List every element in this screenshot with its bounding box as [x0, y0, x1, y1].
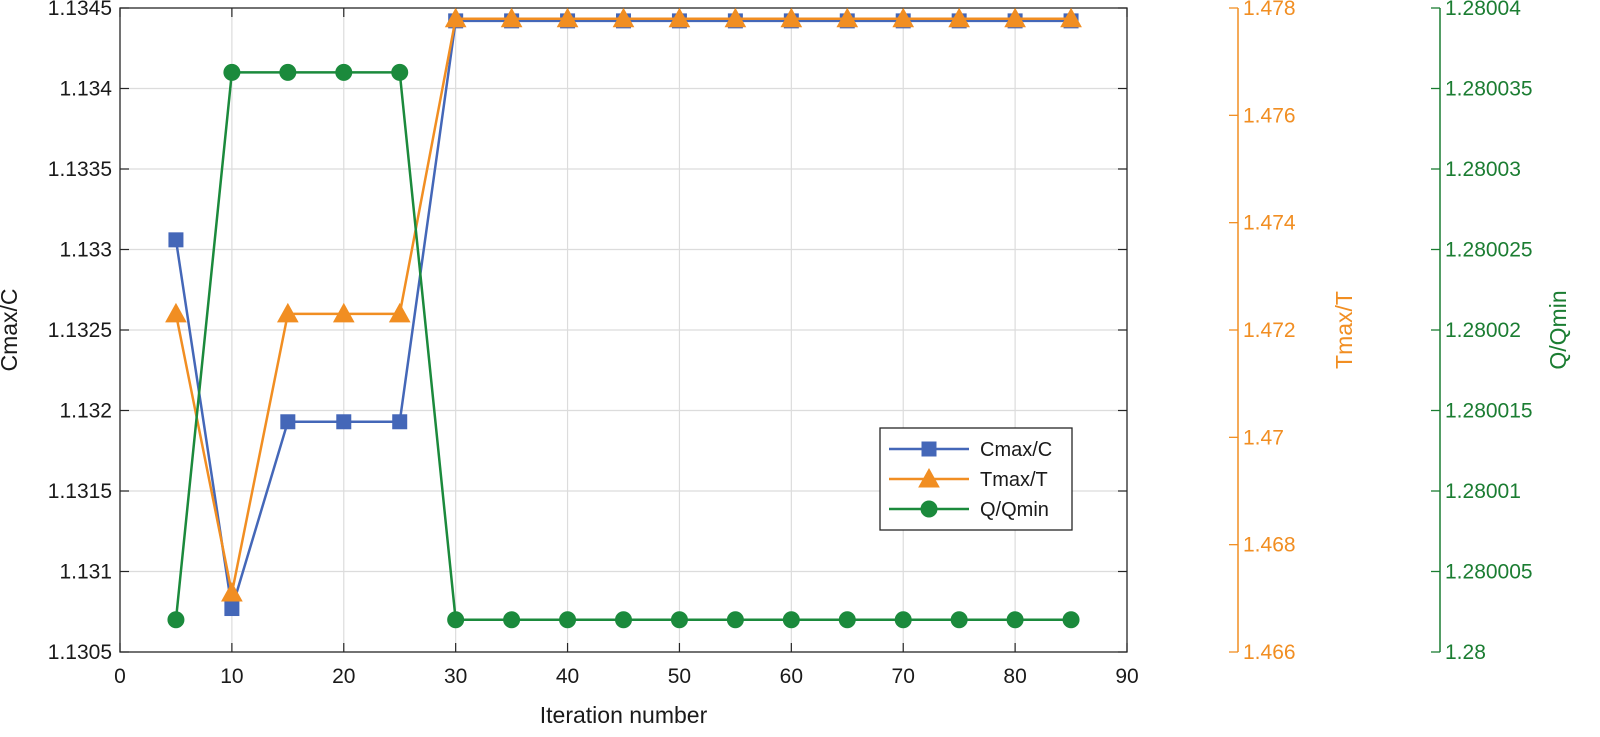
tmax-axis-tick-label: 1.472	[1243, 319, 1296, 342]
tmax-axis-tick-label: 1.478	[1243, 0, 1296, 20]
x-tick-label: 0	[114, 665, 126, 688]
data-point	[336, 414, 352, 430]
data-point	[1062, 611, 1080, 629]
qmin-axis-tick-label: 1.28001	[1445, 480, 1521, 503]
data-point	[780, 7, 803, 28]
series-layer	[165, 7, 1082, 629]
x-tick-label: 30	[444, 665, 467, 688]
tmax-axis-tick-label: 1.47	[1243, 426, 1284, 449]
data-point	[615, 611, 632, 629]
left-tick-label: 1.1315	[48, 480, 112, 503]
left-tick-label: 1.131	[59, 561, 112, 584]
legend-label: Tmax/T	[980, 469, 1048, 491]
data-point	[1060, 7, 1082, 28]
left-tick-label: 1.133	[59, 239, 112, 262]
x-tick-label: 60	[780, 665, 803, 688]
series-q-qmin	[167, 63, 1080, 629]
data-point	[335, 63, 353, 81]
data-point	[388, 302, 411, 323]
data-point	[392, 414, 408, 430]
legend-entry: Cmax/C	[889, 439, 1052, 461]
data-point	[950, 611, 968, 629]
series-tmax-t	[165, 7, 1082, 602]
legend-marker	[921, 441, 937, 457]
x-tick-label: 10	[220, 665, 243, 688]
qmin-axis-tick-label: 1.280015	[1445, 400, 1533, 423]
data-point	[224, 601, 240, 617]
qmin-axis-tick-label: 1.28003	[1445, 158, 1521, 181]
left-tick-label: 1.1325	[48, 319, 112, 342]
x-axis-title: Iteration number	[540, 702, 708, 728]
data-point	[332, 302, 355, 323]
tmax-axis-tick-label: 1.466	[1243, 641, 1296, 664]
legend-marker	[918, 467, 940, 488]
data-point	[167, 611, 185, 629]
data-point	[447, 611, 465, 629]
qmin-axis-tick-label: 1.28004	[1445, 0, 1521, 20]
data-point	[168, 232, 184, 248]
left-axis-title: Cmax/C	[0, 288, 22, 371]
data-point	[1006, 611, 1024, 629]
data-point	[894, 611, 912, 629]
data-point	[276, 302, 299, 323]
x-tick-label: 80	[1003, 665, 1026, 688]
legend: Cmax/C Tmax/T Q/Qmin	[879, 427, 1073, 531]
legend-entry: Tmax/T	[889, 467, 1048, 491]
left-tick-label: 1.134	[59, 78, 112, 101]
data-point	[391, 63, 409, 81]
tmax-axis-axis-title: Tmax/T	[1331, 291, 1357, 369]
tmax-axis-tick-label: 1.476	[1243, 104, 1296, 127]
x-tick-label: 50	[668, 665, 691, 688]
data-point	[500, 7, 523, 28]
axes-layer: 0 10 20 30 40 50 60 70 80 90 Iteration number 1.130…	[0, 0, 1571, 728]
qmin-axis-axis-title: Q/Qmin	[1545, 290, 1571, 369]
qmin-axis-tick-label: 1.28002	[1445, 319, 1521, 342]
left-tick-label: 1.1335	[48, 158, 112, 181]
x-tick-label: 40	[556, 665, 579, 688]
data-point	[668, 7, 691, 28]
legend-entry: Q/Qmin	[889, 499, 1049, 521]
tmax-axis-tick-label: 1.468	[1243, 534, 1296, 557]
qmin-axis-tick-label: 1.280005	[1445, 561, 1533, 584]
tmax-axis-tick-label: 1.474	[1243, 212, 1296, 235]
data-point	[836, 7, 859, 28]
data-point	[559, 611, 577, 629]
legend-label: Cmax/C	[980, 439, 1052, 461]
data-point	[892, 7, 915, 28]
grid-layer	[120, 8, 1127, 652]
data-point	[1004, 7, 1026, 28]
legend-marker	[920, 500, 938, 518]
data-point	[165, 302, 187, 323]
data-point	[838, 611, 856, 629]
data-point	[503, 611, 521, 629]
data-point	[223, 63, 241, 81]
data-point	[724, 7, 747, 28]
data-point	[221, 581, 243, 602]
data-point	[556, 7, 579, 28]
left-tick-label: 1.1305	[48, 641, 112, 664]
data-point	[612, 7, 635, 28]
data-point	[948, 7, 971, 28]
data-point	[280, 414, 296, 430]
legend-label: Q/Qmin	[980, 499, 1049, 521]
data-point	[726, 611, 744, 629]
left-tick-label: 1.1345	[48, 0, 112, 20]
qmin-axis-tick-label: 1.28	[1445, 641, 1486, 664]
data-point	[279, 63, 297, 81]
left-tick-label: 1.132	[59, 400, 112, 423]
x-tick-label: 70	[892, 665, 915, 688]
data-point	[670, 611, 688, 629]
x-tick-label: 20	[332, 665, 355, 688]
data-point	[444, 7, 467, 28]
qmin-axis-tick-label: 1.280025	[1445, 239, 1533, 262]
x-tick-label: 90	[1115, 665, 1138, 688]
qmin-axis-tick-label: 1.280035	[1445, 78, 1533, 101]
data-point	[782, 611, 800, 629]
